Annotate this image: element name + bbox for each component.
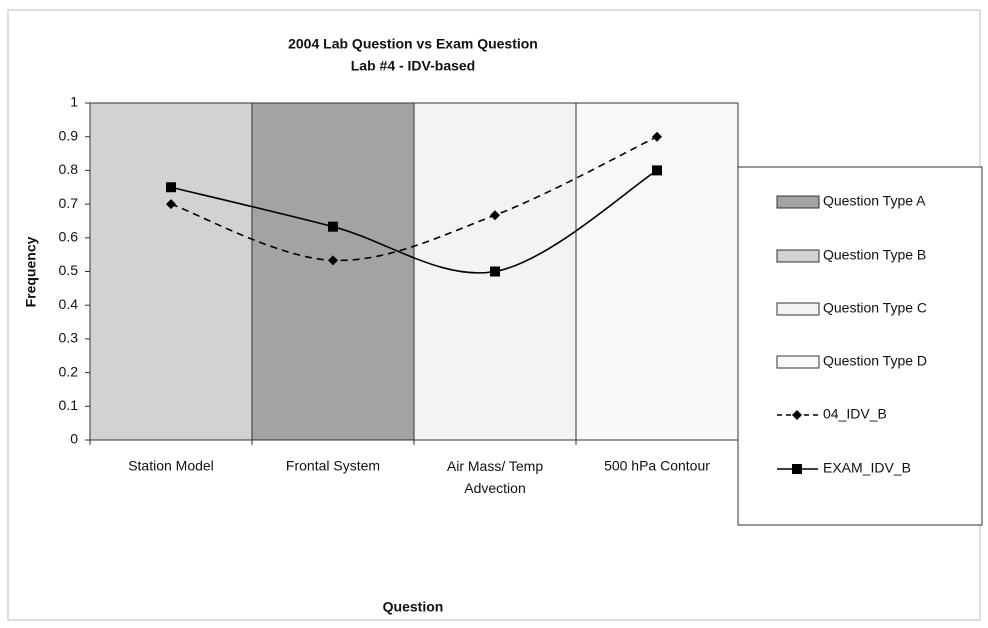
legend-label: Question Type D <box>823 353 927 369</box>
y-axis-label: Frequency <box>23 236 39 307</box>
marker <box>652 131 662 142</box>
band-bar <box>575 102 739 441</box>
legend-marker <box>792 464 802 474</box>
legend-swatch <box>776 302 820 316</box>
x-tick-label: Frontal System <box>286 458 380 474</box>
marker <box>490 266 500 277</box>
x-axis-label: Question <box>383 599 444 615</box>
legend-swatch <box>776 249 820 263</box>
band-bar <box>251 102 415 441</box>
y-tick-label: 0.9 <box>59 127 79 143</box>
marker <box>328 255 338 266</box>
legend-box <box>737 166 983 526</box>
y-tick-label: 0 <box>70 431 78 447</box>
legend-swatch <box>776 355 820 369</box>
x-tick-label: Station Model <box>128 458 214 474</box>
marker <box>328 221 338 232</box>
legend-swatch <box>776 195 820 209</box>
x-tick-label: Air Mass/ Temp Advection <box>447 458 543 496</box>
y-tick-label: 0.4 <box>59 296 79 312</box>
chart-subtitle: Lab #4 - IDV-based <box>351 58 475 74</box>
legend-label: 04_IDV_B <box>823 406 887 422</box>
y-tick-label: 0.5 <box>59 262 79 278</box>
marker <box>490 210 500 221</box>
y-tick-label: 0.1 <box>59 397 79 413</box>
y-tick-label: 0.2 <box>59 363 79 379</box>
marker <box>166 199 176 210</box>
marker <box>166 182 176 193</box>
x-tick-label: 500 hPa Contour <box>604 458 710 474</box>
legend-marker <box>792 410 802 420</box>
y-tick-label: 0.8 <box>59 161 79 177</box>
marker <box>792 410 802 420</box>
y-tick-label: 0.6 <box>59 229 79 245</box>
legend-label: Question Type B <box>823 247 926 263</box>
legend-label: Question Type A <box>823 193 926 209</box>
band-bar <box>89 102 253 441</box>
legend-label: EXAM_IDV_B <box>823 460 911 476</box>
marker <box>652 165 662 176</box>
marker <box>792 464 802 474</box>
y-tick-label: 1 <box>70 94 78 110</box>
chart-title: 2004 Lab Question vs Exam Question <box>288 36 538 52</box>
series-line <box>170 169 658 274</box>
y-tick-label: 0.3 <box>59 330 79 346</box>
legend-label: Question Type C <box>823 300 927 316</box>
series-line <box>170 135 658 262</box>
y-tick-label: 0.7 <box>59 195 79 211</box>
